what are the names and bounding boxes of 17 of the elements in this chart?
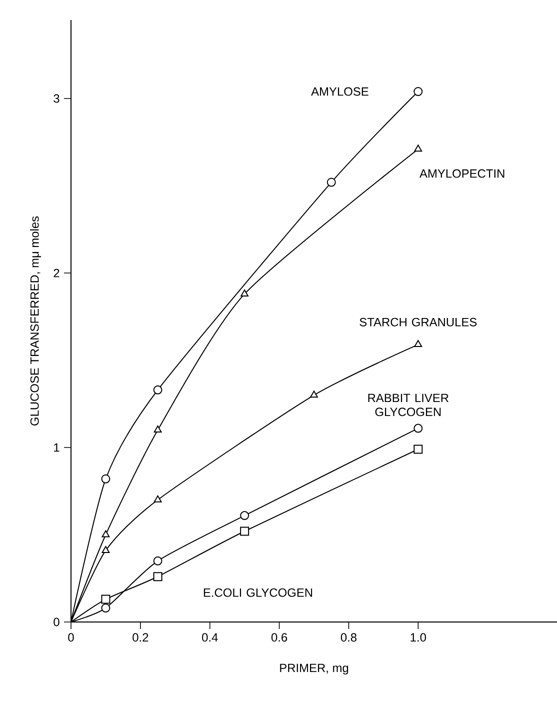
x-tick-label: 0.2 [132,633,148,642]
series-label: AMYLOPECTIN [419,169,504,178]
x-tick-label: 0 [68,633,74,642]
x-tick-label: 0.6 [271,633,288,642]
y-axis-title: GLUCOSE TRANSFERRED, mμ moles [30,216,41,426]
series-label: STARCH GRANULES [360,318,477,326]
y-tick-label: 2 [54,268,60,278]
text: AMYLOSE [311,87,368,96]
y-tick-label: 0 [54,618,60,626]
text: E.COLI GLYCOGEN [204,588,312,597]
x-tick-label: 0.4 [202,633,218,642]
y-tick-label: 1 [54,443,60,452]
y-tick-label: 3 [54,94,60,103]
x-tick-label: 1.0 [410,633,426,642]
x-axis-title: PRIMER, mg [280,664,348,675]
x-tick-label: 0.8 [340,633,356,642]
series-label: RABBIT LIVER GLYCOGEN [368,394,448,416]
